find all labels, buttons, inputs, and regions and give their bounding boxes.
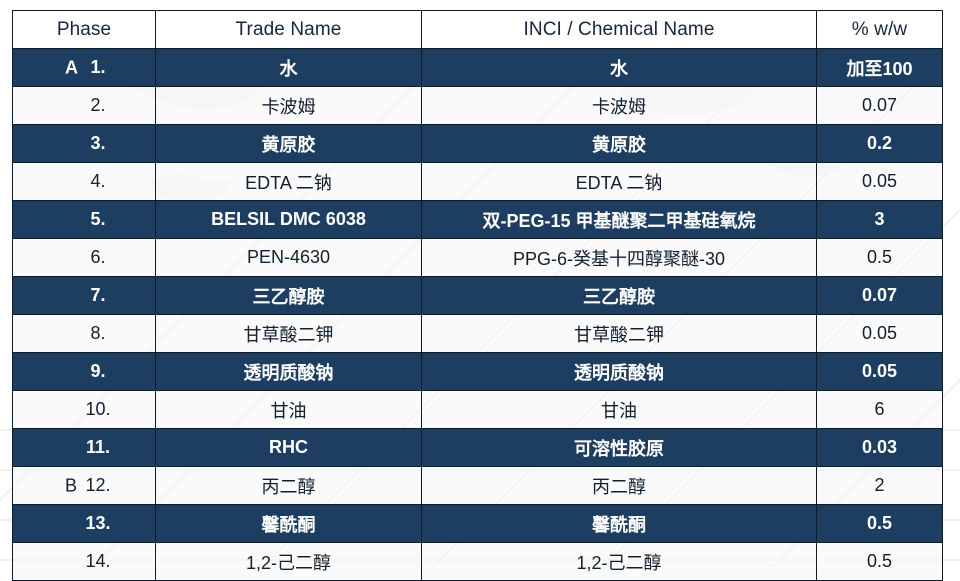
phase-index: 13.	[85, 513, 111, 533]
cell-inci-name: PPG-6-癸基十四醇聚醚-30	[421, 238, 817, 277]
cell-trade-name: 水	[155, 48, 422, 87]
cell-inci-name: 丙二醇	[421, 466, 817, 505]
table-row: 3. 黄原胶 黄原胶 0.2	[12, 124, 943, 163]
cell-trade-name: EDTA 二钠	[155, 162, 422, 201]
cell-percent: 2	[816, 466, 943, 505]
table-header-row: Phase Trade Name INCI / Chemical Name % …	[12, 10, 943, 49]
cell-percent: 0.05	[816, 314, 943, 353]
phase-index: 7.	[90, 285, 106, 305]
cell-phase: 4.	[12, 162, 156, 201]
cell-trade-name: 甘草酸二钾	[155, 314, 422, 353]
cell-phase: 6.	[12, 238, 156, 277]
formulation-table-container: Phase Trade Name INCI / Chemical Name % …	[12, 10, 943, 581]
cell-trade-name: RHC	[155, 428, 422, 467]
phase-index: 5.	[90, 209, 106, 229]
cell-trade-name: PEN-4630	[155, 238, 422, 277]
cell-percent: 0.5	[816, 504, 943, 543]
cell-inci-name: 甘油	[421, 390, 817, 429]
cell-phase: 3.	[12, 124, 156, 163]
phase-index: 10.	[85, 399, 111, 419]
cell-inci-name: 馨酰酮	[421, 504, 817, 543]
table-row: A 1. 水水加至100	[12, 48, 943, 87]
cell-inci-name: 透明质酸钠	[421, 352, 817, 391]
cell-percent: 0.2	[816, 124, 943, 163]
cell-phase: 5.	[12, 200, 156, 239]
cell-percent: 0.07	[816, 276, 943, 315]
cell-inci-name: 卡波姆	[421, 86, 817, 125]
cell-trade-name: 黄原胶	[155, 124, 422, 163]
cell-percent: 加至100	[816, 48, 943, 87]
cell-phase: 14.	[12, 542, 156, 581]
phase-index: 11.	[85, 437, 111, 457]
table-body: A 1. 水水加至100 2. 卡波姆 卡波姆 0.07 3. 黄原胶 黄原胶 0.2 4. EDTA …	[12, 48, 943, 581]
cell-phase: 7.	[12, 276, 156, 315]
cell-inci-name: 水	[421, 48, 817, 87]
cell-inci-name: 双-PEG-15 甲基醚聚二甲基硅氧烷	[421, 200, 817, 239]
cell-trade-name: 1,2-己二醇	[155, 542, 422, 581]
cell-phase: 2.	[12, 86, 156, 125]
phase-index: 6.	[90, 247, 106, 267]
cell-percent: 0.5	[816, 238, 943, 277]
cell-trade-name: 馨酰酮	[155, 504, 422, 543]
cell-trade-name: 丙二醇	[155, 466, 422, 505]
cell-phase: 11.	[12, 428, 156, 467]
column-header-trade-name: Trade Name	[155, 10, 422, 49]
cell-phase: 13.	[12, 504, 156, 543]
cell-percent: 0.5	[816, 542, 943, 581]
cell-percent: 6	[816, 390, 943, 429]
phase-letter: A	[65, 57, 78, 77]
cell-percent: 0.05	[816, 352, 943, 391]
cell-phase: A 1.	[12, 48, 156, 87]
document-page: Phase Trade Name INCI / Chemical Name % …	[0, 10, 960, 581]
cell-trade-name: 透明质酸钠	[155, 352, 422, 391]
cell-inci-name: 三乙醇胺	[421, 276, 817, 315]
table-row: 7. 三乙醇胺 三乙醇胺 0.07	[12, 276, 943, 315]
column-header-inci-name: INCI / Chemical Name	[421, 10, 817, 49]
cell-inci-name: 甘草酸二钾	[421, 314, 817, 353]
phase-index: 8.	[90, 323, 106, 343]
cell-phase: 8.	[12, 314, 156, 353]
cell-percent: 0.03	[816, 428, 943, 467]
column-header-percent: % w/w	[816, 10, 943, 49]
table-row: 8. 甘草酸二钾 甘草酸二钾 0.05	[12, 314, 943, 353]
cell-inci-name: 黄原胶	[421, 124, 817, 163]
table-row: 2. 卡波姆 卡波姆 0.07	[12, 86, 943, 125]
phase-index: 3.	[90, 133, 106, 153]
cell-phase: 9.	[12, 352, 156, 391]
cell-percent: 3	[816, 200, 943, 239]
cell-percent: 0.07	[816, 86, 943, 125]
table-row: 6. PEN-4630 PPG-6-癸基十四醇聚醚-30 0.5	[12, 238, 943, 277]
table-row: B 12. 丙二醇 丙二醇 2	[12, 466, 943, 505]
table-row: 9. 透明质酸钠 透明质酸钠 0.05	[12, 352, 943, 391]
cell-phase: B 12.	[12, 466, 156, 505]
table-row: 5. BELSIL DMC 6038 双-PEG-15 甲基醚聚二甲基硅氧烷 3	[12, 200, 943, 239]
phase-index: 14.	[85, 551, 111, 571]
cell-trade-name: 甘油	[155, 390, 422, 429]
cell-inci-name: 1,2-己二醇	[421, 542, 817, 581]
phase-index: 12.	[85, 475, 111, 495]
table-row: 11. RHC 可溶性胶原 0.03	[12, 428, 943, 467]
phase-index: 2.	[90, 95, 106, 115]
cell-phase: 10.	[12, 390, 156, 429]
table-row: 14. 1,2-己二醇 1,2-己二醇 0.5	[12, 542, 943, 581]
table-row: 10. 甘油 甘油 6	[12, 390, 943, 429]
cell-trade-name: 卡波姆	[155, 86, 422, 125]
formulation-table: Phase Trade Name INCI / Chemical Name % …	[12, 10, 943, 581]
phase-index: 9.	[90, 361, 106, 381]
cell-trade-name: BELSIL DMC 6038	[155, 200, 422, 239]
cell-inci-name: EDTA 二钠	[421, 162, 817, 201]
table-row: 13. 馨酰酮 馨酰酮 0.5	[12, 504, 943, 543]
cell-inci-name: 可溶性胶原	[421, 428, 817, 467]
phase-index: 1.	[90, 57, 106, 77]
phase-index: 4.	[90, 171, 106, 191]
column-header-phase: Phase	[12, 10, 156, 49]
table-header: Phase Trade Name INCI / Chemical Name % …	[12, 10, 943, 49]
cell-trade-name: 三乙醇胺	[155, 276, 422, 315]
table-row: 4. EDTA 二钠 EDTA 二钠 0.05	[12, 162, 943, 201]
phase-letter: B	[65, 475, 78, 495]
cell-percent: 0.05	[816, 162, 943, 201]
